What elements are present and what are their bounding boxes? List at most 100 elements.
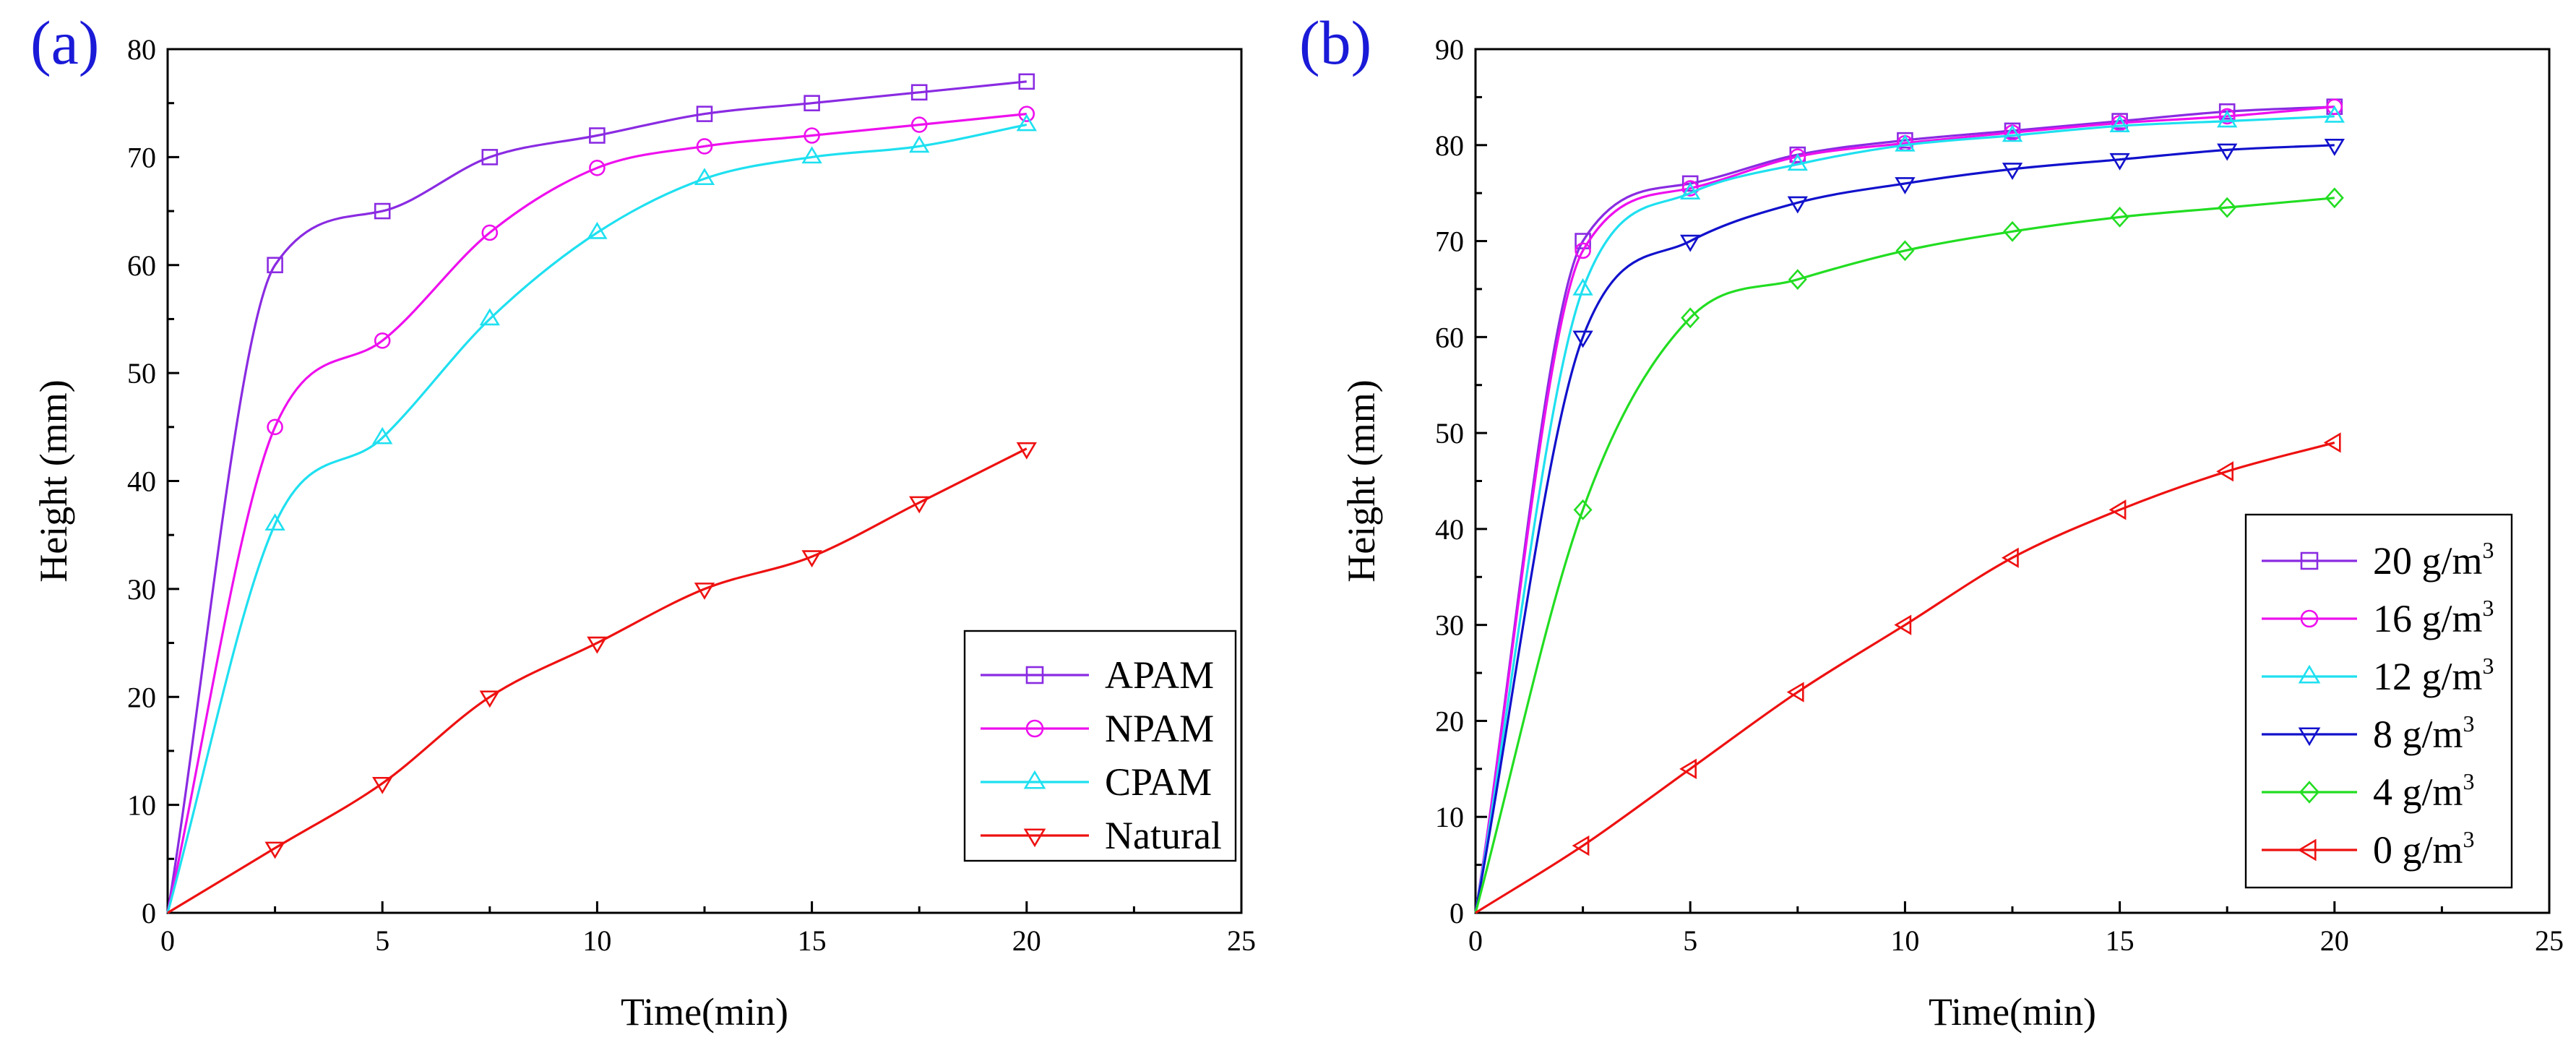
data-point-12-g-m3 bbox=[1787, 153, 1808, 171]
data-point-cpam bbox=[1016, 113, 1037, 132]
data-point-16-g-m3 bbox=[1575, 242, 1591, 259]
data-point-12-g-m3 bbox=[2109, 115, 2130, 133]
legend-marker-cpam bbox=[1023, 770, 1046, 789]
data-point-4-g-m3 bbox=[2003, 220, 2022, 242]
data-point-npam bbox=[589, 160, 606, 176]
data-point-12-g-m3 bbox=[1680, 182, 1701, 199]
series-line-20-g-m3 bbox=[1474, 106, 2335, 914]
x-tick-label: 5 bbox=[1683, 924, 1697, 957]
data-point-8-g-m3 bbox=[1895, 177, 1916, 194]
data-point-12-g-m3 bbox=[1572, 278, 1593, 296]
data-point-cpam bbox=[587, 221, 608, 239]
data-point-apam bbox=[374, 202, 391, 220]
data-point-npam bbox=[696, 138, 713, 155]
data-point-0-g-m3 bbox=[2216, 461, 2233, 482]
series-line-0-g-m3 bbox=[1475, 441, 2335, 914]
legend-label-12-g-m3: 12 g/m3 bbox=[2373, 653, 2494, 698]
x-tick-label: 5 bbox=[375, 924, 389, 957]
data-point-20-g-m3 bbox=[2218, 103, 2236, 120]
legend-marker-npam bbox=[1025, 719, 1044, 738]
data-point-16-g-m3 bbox=[1681, 180, 1699, 197]
legend-marker-20-g-m3 bbox=[2300, 551, 2319, 570]
series-line-4-g-m3 bbox=[1474, 197, 2335, 914]
series-16-g-m3 bbox=[1474, 98, 2343, 914]
data-point-cpam bbox=[372, 426, 393, 444]
legend-marker-natural bbox=[1023, 828, 1046, 848]
data-point-0-g-m3 bbox=[1786, 682, 1804, 703]
data-point-0-g-m3 bbox=[2001, 547, 2019, 568]
x-tick-label: 10 bbox=[582, 924, 611, 957]
data-point-4-g-m3 bbox=[2325, 187, 2344, 209]
y-tick-label: 80 bbox=[1435, 129, 1464, 162]
data-point-16-g-m3 bbox=[2326, 98, 2343, 115]
data-point-8-g-m3 bbox=[1680, 234, 1701, 252]
y-tick-label: 40 bbox=[1435, 513, 1464, 546]
legend-marker-12-g-m3 bbox=[2298, 664, 2321, 684]
series-npam bbox=[166, 106, 1035, 914]
data-point-12-g-m3 bbox=[2324, 105, 2345, 123]
y-tick-label: 30 bbox=[127, 573, 156, 606]
y-axis-title: Height (mm) bbox=[1340, 379, 1383, 582]
data-point-8-g-m3 bbox=[2002, 163, 2023, 181]
legend-label-cpam: CPAM bbox=[1105, 760, 1212, 804]
data-point-natural bbox=[587, 636, 608, 654]
data-point-apam bbox=[267, 257, 283, 274]
series-8-g-m3 bbox=[1474, 138, 2345, 914]
series-line-npam bbox=[166, 113, 1027, 914]
data-point-4-g-m3 bbox=[1788, 269, 1807, 291]
data-point-npam bbox=[267, 418, 283, 436]
series-apam bbox=[166, 73, 1035, 914]
series-line-cpam bbox=[166, 124, 1028, 914]
legend-label-4-g-m3: 4 g/m3 bbox=[2373, 768, 2475, 814]
series-natural bbox=[167, 442, 1037, 914]
data-point-0-g-m3 bbox=[1679, 758, 1697, 779]
data-point-apam bbox=[1018, 73, 1035, 90]
y-tick-label: 80 bbox=[127, 33, 156, 66]
data-point-0-g-m3 bbox=[1894, 614, 1912, 635]
legend-label-natural: Natural bbox=[1105, 814, 1222, 857]
series-line-natural bbox=[167, 447, 1028, 914]
series-line-16-g-m3 bbox=[1474, 106, 2335, 914]
y-tick-label: 10 bbox=[127, 789, 156, 822]
y-tick-label: 20 bbox=[1435, 705, 1464, 737]
y-tick-label: 50 bbox=[1435, 417, 1464, 450]
data-point-apam bbox=[481, 149, 499, 166]
y-tick-label: 70 bbox=[127, 141, 156, 173]
data-point-npam bbox=[374, 332, 391, 349]
legend-box bbox=[963, 630, 1237, 862]
series-4-g-m3 bbox=[1474, 187, 2344, 914]
panel-label-a: (a) bbox=[30, 8, 99, 77]
data-point-npam bbox=[910, 116, 928, 133]
data-point-4-g-m3 bbox=[1573, 499, 1593, 520]
legend-box bbox=[2244, 513, 2513, 889]
data-point-natural bbox=[479, 690, 500, 708]
series-cpam bbox=[166, 113, 1037, 914]
x-tick-label: 0 bbox=[160, 924, 175, 957]
y-tick-label: 60 bbox=[127, 249, 156, 282]
legend: 20 g/m3 16 g/m3 12 g/m3 8 g/m3 4 g/m3 0 g/m3 bbox=[2244, 513, 2513, 889]
series-line-8-g-m3 bbox=[1474, 144, 2335, 914]
y-axis-title: Height (mm) bbox=[32, 379, 75, 582]
data-point-cpam bbox=[801, 146, 822, 164]
y-tick-label: 0 bbox=[1449, 897, 1464, 929]
x-axis-title: Time(min) bbox=[621, 990, 788, 1034]
data-point-12-g-m3 bbox=[1895, 134, 1916, 152]
data-point-4-g-m3 bbox=[1681, 307, 1700, 329]
data-point-8-g-m3 bbox=[2217, 143, 2238, 161]
y-tick-label: 90 bbox=[1435, 33, 1464, 66]
data-point-8-g-m3 bbox=[1787, 196, 1808, 214]
x-axis-title: Time(min) bbox=[1929, 990, 2096, 1034]
data-point-8-g-m3 bbox=[1572, 330, 1593, 348]
panel-label-b: (b) bbox=[1299, 8, 1371, 77]
data-point-0-g-m3 bbox=[2108, 499, 2127, 520]
y-tick-label: 20 bbox=[127, 681, 156, 713]
data-point-0-g-m3 bbox=[1572, 835, 1590, 856]
data-point-npam bbox=[804, 127, 820, 144]
data-point-cpam bbox=[909, 135, 930, 153]
legend-label-16-g-m3: 16 g/m3 bbox=[2373, 595, 2494, 640]
data-point-8-g-m3 bbox=[2324, 138, 2345, 156]
legend-marker-8-g-m3 bbox=[2298, 727, 2321, 747]
data-point-natural bbox=[1016, 442, 1037, 460]
series-12-g-m3 bbox=[1474, 105, 2345, 914]
series-line-apam bbox=[166, 80, 1027, 914]
